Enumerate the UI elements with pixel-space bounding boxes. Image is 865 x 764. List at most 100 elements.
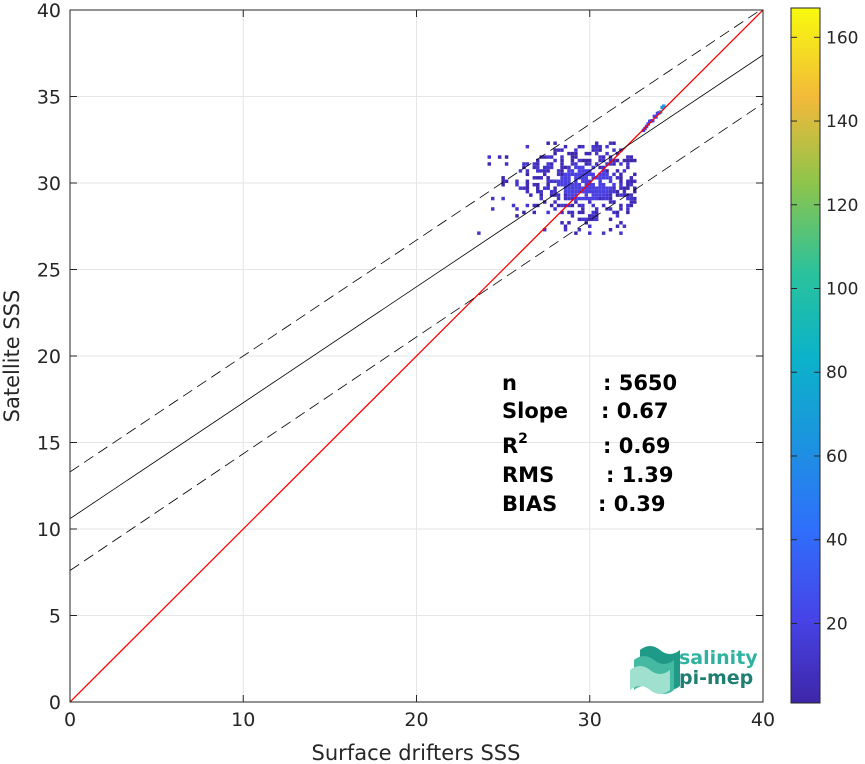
heatmap-cell bbox=[529, 193, 533, 197]
heatmap-cell bbox=[591, 217, 595, 222]
heatmap-cell bbox=[577, 165, 582, 170]
heatmap-cell bbox=[525, 169, 530, 173]
heatmap-cell bbox=[563, 196, 568, 201]
heatmap-cell bbox=[601, 231, 606, 235]
heatmap-cell bbox=[556, 172, 561, 177]
heatmap-cell bbox=[574, 176, 578, 180]
heatmap-cell bbox=[591, 189, 595, 194]
heatmap-cell bbox=[622, 158, 627, 163]
heatmap-cell bbox=[629, 158, 634, 163]
heatmap-cell bbox=[567, 210, 571, 215]
heatmap-cell bbox=[501, 183, 505, 187]
heatmap-cell bbox=[553, 148, 557, 152]
heatmap-cell bbox=[542, 155, 547, 159]
heatmap-cell bbox=[612, 148, 616, 152]
stat-bias-value: : 0.39 bbox=[598, 492, 666, 516]
heatmap-cell bbox=[574, 165, 578, 170]
axis-ticks: 0 10 20 30 40 0 5 10 15 20 25 30 35 40 bbox=[37, 0, 775, 731]
heatmap-cell bbox=[577, 217, 582, 222]
heatmap-cell bbox=[608, 186, 613, 190]
heatmap-cell bbox=[601, 203, 606, 208]
heatmap-cell bbox=[598, 158, 602, 163]
heatmap-cell bbox=[626, 179, 630, 183]
heatmap-cell bbox=[605, 189, 609, 194]
heatmap-cell bbox=[563, 186, 568, 190]
heatmap-cell bbox=[563, 227, 568, 232]
heatmap-cell bbox=[539, 189, 543, 194]
heatmap-cell bbox=[588, 179, 592, 183]
heatmap-cell bbox=[598, 179, 602, 183]
y-tick-label-35: 35 bbox=[37, 87, 61, 109]
heatmap-cell bbox=[594, 148, 599, 152]
heatmap-cell bbox=[490, 207, 495, 211]
heatmap-cell bbox=[536, 165, 540, 170]
heatmap-cell bbox=[588, 151, 592, 156]
heatmap-cell bbox=[615, 151, 620, 156]
heatmap-cell bbox=[605, 196, 609, 201]
heatmap-cell bbox=[563, 179, 568, 183]
heatmap-cell bbox=[577, 169, 582, 173]
heatmap-cell bbox=[608, 193, 613, 197]
heatmap-cell bbox=[567, 186, 571, 190]
heatmap-cell bbox=[542, 165, 547, 170]
heatmap-cell bbox=[626, 203, 630, 208]
heatmap-cell bbox=[553, 200, 557, 204]
heatmap-cell bbox=[553, 158, 557, 163]
heatmap-cell bbox=[581, 203, 585, 208]
heatmap-cell bbox=[536, 183, 540, 187]
heatmap-cell bbox=[563, 176, 568, 180]
heatmap-cell bbox=[490, 196, 495, 201]
heatmap-cell bbox=[594, 207, 599, 211]
salinity-pimep-logo: salinity pi-mep bbox=[630, 646, 758, 694]
heatmap-cell bbox=[601, 172, 606, 177]
heatmap-cell bbox=[626, 155, 630, 159]
colorbar-ticks: 20 40 60 80 100 120 140 160 bbox=[791, 28, 858, 634]
heatmap-cell bbox=[539, 176, 543, 180]
heatmap-cell bbox=[615, 214, 620, 218]
heatmap-cell bbox=[577, 196, 582, 201]
stat-rms-label: RMS bbox=[502, 463, 554, 487]
heatmap-cell bbox=[570, 203, 575, 208]
lower-bound-line bbox=[70, 103, 763, 571]
heatmap-cell bbox=[619, 172, 623, 177]
heatmap-cell bbox=[567, 221, 571, 225]
heatmap-cell bbox=[605, 186, 609, 190]
heatmap-cell bbox=[612, 141, 616, 145]
heatmap-cell bbox=[619, 179, 623, 183]
heatmap-cell bbox=[594, 186, 599, 190]
heatmap-cell bbox=[588, 217, 592, 222]
heatmap-cell bbox=[581, 144, 585, 149]
heatmap-cell bbox=[570, 172, 575, 177]
heatmap-cell bbox=[588, 231, 592, 235]
heatmap-cell bbox=[556, 183, 561, 187]
heatmap-cell bbox=[504, 162, 509, 166]
y-tick-label-40: 40 bbox=[37, 0, 61, 22]
heatmap-cell bbox=[612, 183, 616, 187]
heatmap-cell bbox=[577, 144, 582, 149]
heatmap-cell bbox=[539, 169, 543, 173]
heatmap-cell bbox=[581, 158, 585, 163]
colorbar-tick-label-100: 100 bbox=[826, 280, 858, 300]
stat-n-label: n bbox=[502, 371, 517, 395]
colorbar-tick-label-80: 80 bbox=[826, 363, 848, 383]
colorbar: 20 40 60 80 100 120 140 160 bbox=[790, 7, 858, 704]
heatmap-cell bbox=[515, 179, 519, 183]
heatmap-cell bbox=[560, 165, 564, 170]
heatmap-cell bbox=[591, 172, 595, 177]
heatmap-cell bbox=[598, 176, 602, 180]
y-tick-label-0: 0 bbox=[49, 692, 61, 714]
heatmap-cell bbox=[612, 189, 616, 194]
heatmap-cell bbox=[504, 179, 509, 183]
heatmap-cell bbox=[546, 165, 550, 170]
heatmap-cell bbox=[577, 210, 582, 215]
heatmap-cell bbox=[598, 189, 602, 194]
heatmap-cell bbox=[598, 186, 602, 190]
heatmap-cell bbox=[536, 176, 540, 180]
heatmap-cell bbox=[588, 224, 592, 228]
x-tick-label-20: 20 bbox=[404, 709, 428, 731]
stat-r2-value: : 0.69 bbox=[603, 434, 671, 458]
heatmap-cell bbox=[584, 193, 589, 197]
x-tick-label-30: 30 bbox=[578, 709, 602, 731]
heatmap-cell bbox=[515, 183, 519, 187]
